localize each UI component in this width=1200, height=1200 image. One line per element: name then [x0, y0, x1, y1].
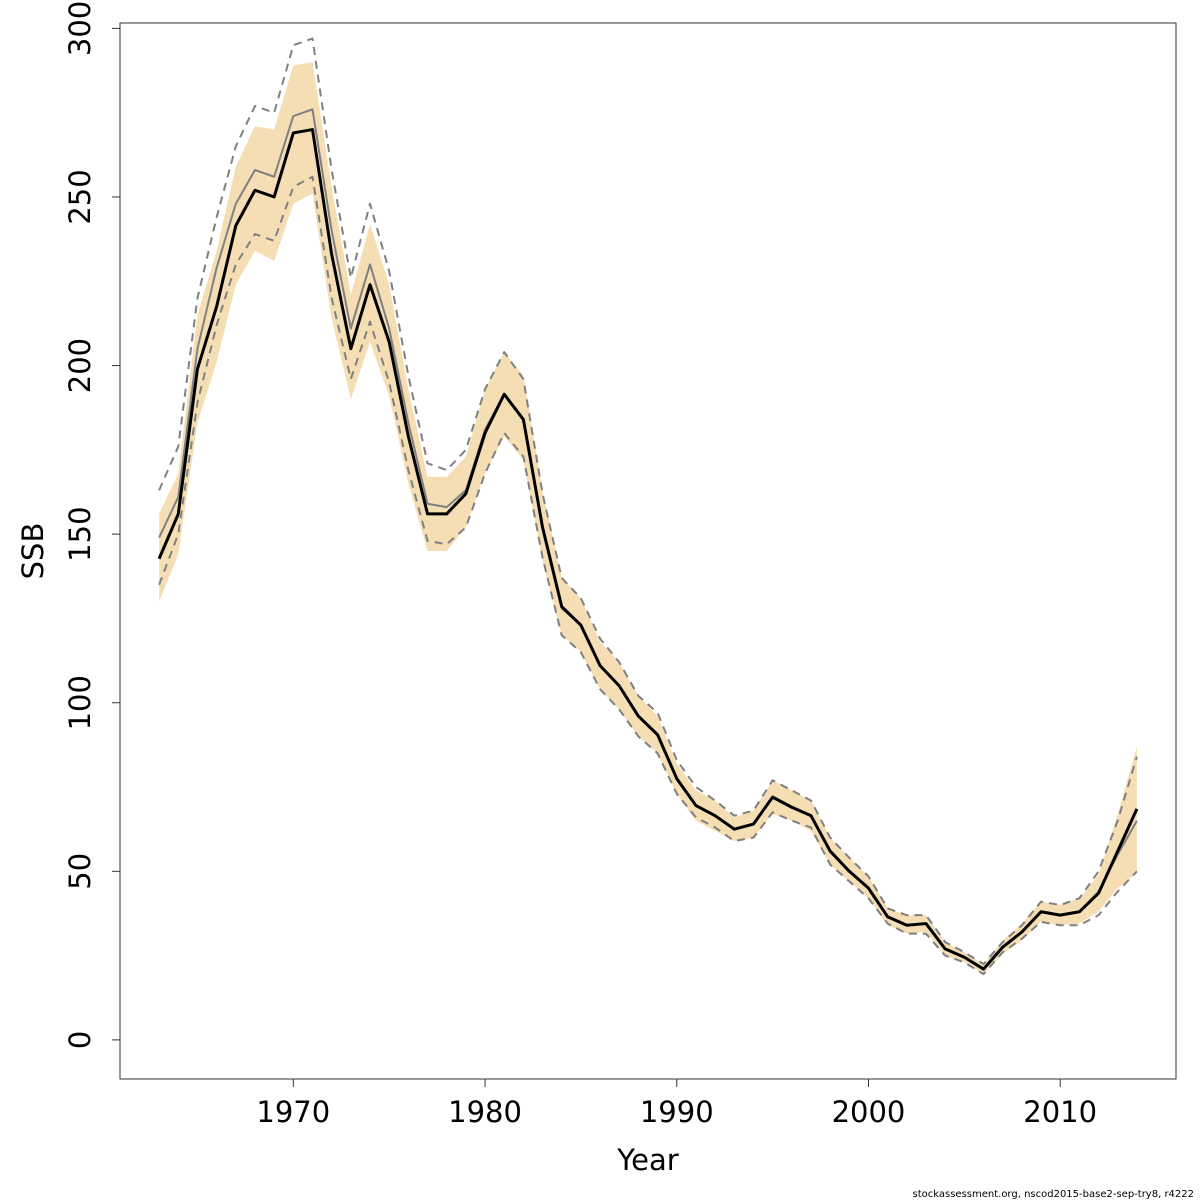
plot-frame: [119, 22, 1177, 1080]
confidence-band: [159, 62, 1137, 975]
y-tick-label: 50: [63, 853, 97, 890]
x-tick-label: 2010: [1023, 1095, 1097, 1129]
y-tick-label: 100: [63, 675, 97, 730]
footnote: stockassessment.org, nscod2015-base2-sep…: [913, 1189, 1195, 1200]
y-tick-label: 300: [63, 1, 97, 56]
y-tick-label: 200: [63, 338, 97, 393]
y-tick-label: 150: [63, 506, 97, 561]
x-tick-label: 1990: [640, 1095, 714, 1129]
y-tick-label: 0: [63, 1031, 97, 1049]
x-axis-title: Year: [616, 1143, 678, 1177]
x-tick-label: 1980: [448, 1095, 522, 1129]
x-tick-label: 2000: [832, 1095, 906, 1129]
x-tick-label: 1970: [256, 1095, 330, 1129]
series-line: [158, 175, 1138, 976]
series-line: [158, 108, 1138, 971]
series-line: [158, 37, 1138, 966]
y-axis-title: SSB: [16, 523, 50, 580]
y-tick-label: 250: [63, 169, 97, 224]
series-line: [157, 128, 1139, 971]
